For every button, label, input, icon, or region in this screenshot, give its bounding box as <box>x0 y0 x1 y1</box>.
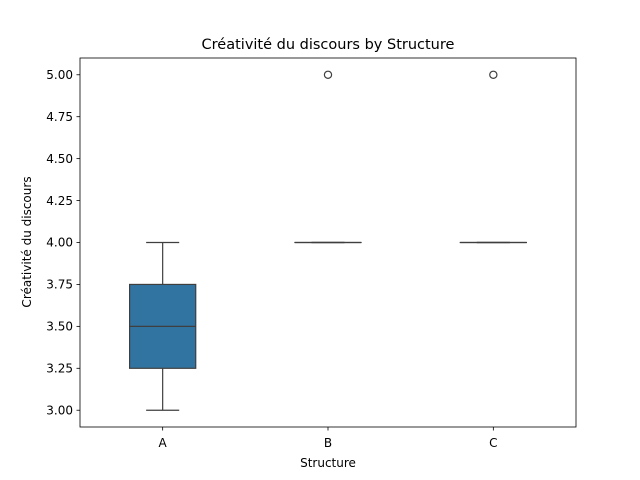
y-axis-label: Créativité du discours <box>20 176 34 307</box>
y-tick-label: 4.00 <box>46 236 73 250</box>
x-tick-label: A <box>159 436 168 450</box>
y-tick-label: 4.50 <box>46 152 73 166</box>
x-tick-label: C <box>489 436 497 450</box>
plot-area <box>129 70 527 411</box>
box-group-b <box>294 70 362 244</box>
box-group-c <box>459 70 527 244</box>
y-tick-label: 3.00 <box>46 403 73 417</box>
box-group-a <box>129 241 197 411</box>
y-tick-label: 4.25 <box>46 194 73 208</box>
chart-title: Créativité du discours by Structure <box>202 37 455 53</box>
y-tick-label: 3.50 <box>46 320 73 334</box>
x-tick-label: B <box>324 436 332 450</box>
outlier-point <box>489 70 498 79</box>
x-axis: A B C <box>159 427 498 450</box>
y-tick-label: 3.25 <box>46 361 73 375</box>
y-tick-label: 5.00 <box>46 68 73 82</box>
y-tick-label: 3.75 <box>46 278 73 292</box>
outlier-point <box>323 70 333 79</box>
y-axis: 3.00 3.25 3.50 3.75 4.00 4.25 4.50 4.75 5.00 <box>46 68 80 417</box>
y-tick-label: 4.75 <box>46 110 73 124</box>
x-axis-label: Structure <box>300 456 356 470</box>
